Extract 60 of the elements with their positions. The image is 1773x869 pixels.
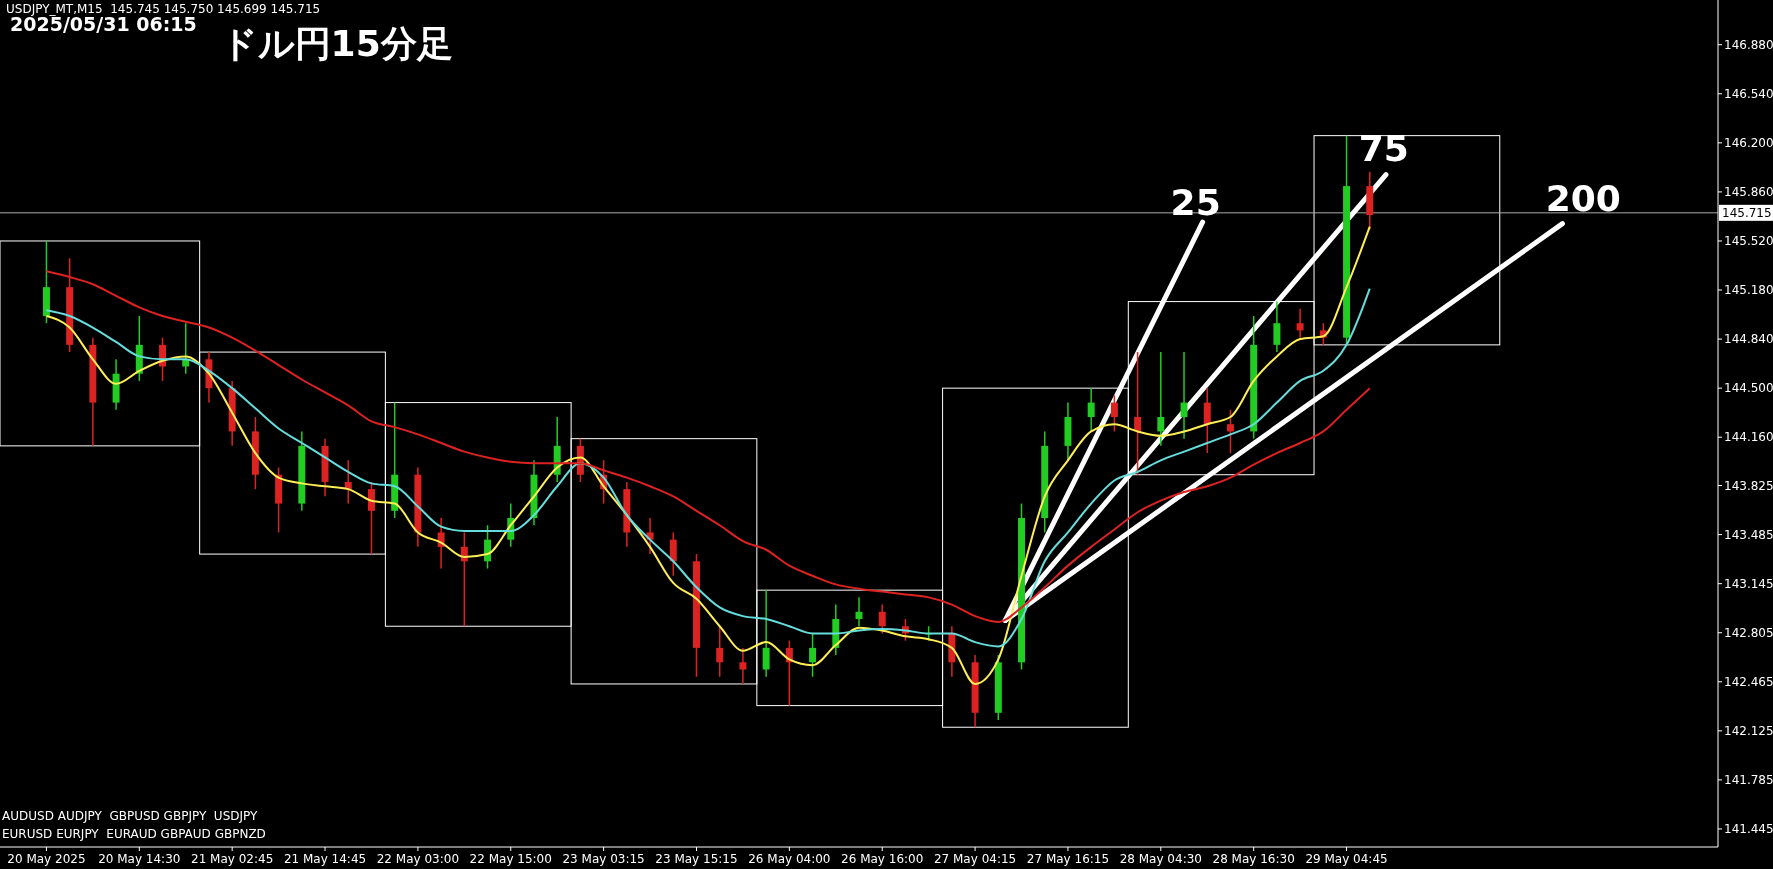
x-tick-label: 28 May 16:30: [1212, 852, 1295, 866]
candlestick: [1296, 308, 1304, 339]
ref-line-label: 145.715: [1722, 205, 1772, 220]
x-tick-label: 21 May 02:45: [191, 852, 274, 866]
y-tick-label: 141.785: [1724, 773, 1773, 788]
annotation: EURUSD EURJPY EURAUD GBPAUD GBPNZD: [2, 827, 266, 841]
candlestick: [646, 517, 654, 555]
x-tick-label: 20 May 2025: [7, 852, 86, 866]
candlestick: [1087, 387, 1095, 433]
candlestick: [1226, 409, 1234, 454]
y-tick-label: 144.160: [1724, 430, 1773, 445]
x-tick-label: 23 May 03:15: [562, 852, 645, 866]
text: ドル円15分足: [220, 23, 453, 64]
candlestick: [762, 589, 770, 678]
annotation: USDJPY_MT,M15 145.745 145.750 145.699 145.715: [6, 2, 321, 16]
candlestick: [1157, 351, 1165, 447]
candlestick: [716, 625, 724, 678]
candlestick: [344, 459, 352, 505]
x-tick-label: 27 May 04:15: [933, 852, 1017, 866]
x-tick-label: 22 May 03:00: [376, 852, 460, 866]
x-tick-label: 26 May 04:00: [748, 852, 831, 866]
x-tick-label: 22 May 15:00: [469, 852, 552, 866]
y-tick-label: 146.880: [1724, 37, 1773, 52]
x-tick-label: 20 May 14:30: [98, 852, 181, 866]
x-tick-label: 21 May 14:45: [283, 852, 367, 866]
y-tick-label: 145.520: [1724, 234, 1773, 249]
x-tick-label: 28 May 04:30: [1119, 852, 1202, 866]
candlestick: [437, 517, 445, 570]
candlestick: [1203, 387, 1211, 454]
y-tick-label: 145.180: [1724, 283, 1773, 298]
x-tick-label: 29 May 04:45: [1305, 852, 1388, 866]
y-tick-label: 141.445: [1724, 822, 1773, 837]
y-tick-label: 142.465: [1724, 674, 1773, 689]
y-tick-label: 145.860: [1724, 185, 1773, 200]
annotation: AUDUSD AUDJPY GBPUSD GBPJPY USDJPY: [2, 809, 258, 823]
candlestick: [878, 603, 886, 635]
candlestick: [367, 481, 375, 555]
y-tick-label: 143.145: [1724, 576, 1773, 591]
candlestick: [1273, 300, 1281, 353]
x-tick-label: 27 May 16:15: [1026, 852, 1110, 866]
candlestick: [739, 647, 747, 685]
y-tick-label: 142.125: [1724, 724, 1773, 739]
y-tick-label: 144.500: [1724, 381, 1773, 396]
x-tick-label: 26 May 16:00: [841, 852, 924, 866]
text: 200: [1545, 178, 1621, 219]
y-tick-label: 142.805: [1724, 625, 1773, 640]
y-tick-label: 146.200: [1724, 136, 1773, 151]
x-tick-label: 23 May 15:15: [655, 852, 738, 866]
candlestick: [1180, 351, 1188, 440]
y-tick-label: 146.540: [1724, 86, 1773, 101]
y-tick-label: 143.825: [1724, 478, 1773, 493]
candlestick: [182, 322, 190, 375]
candlestick: [669, 531, 677, 577]
y-tick-label: 143.485: [1724, 527, 1773, 542]
annotation: 25: [1170, 182, 1221, 223]
annotation: 75: [1358, 128, 1409, 169]
y-tick-label: 144.840: [1724, 332, 1773, 347]
candlestick: [1110, 394, 1118, 433]
candlestick: [1134, 351, 1142, 476]
candlestick: [809, 632, 817, 678]
